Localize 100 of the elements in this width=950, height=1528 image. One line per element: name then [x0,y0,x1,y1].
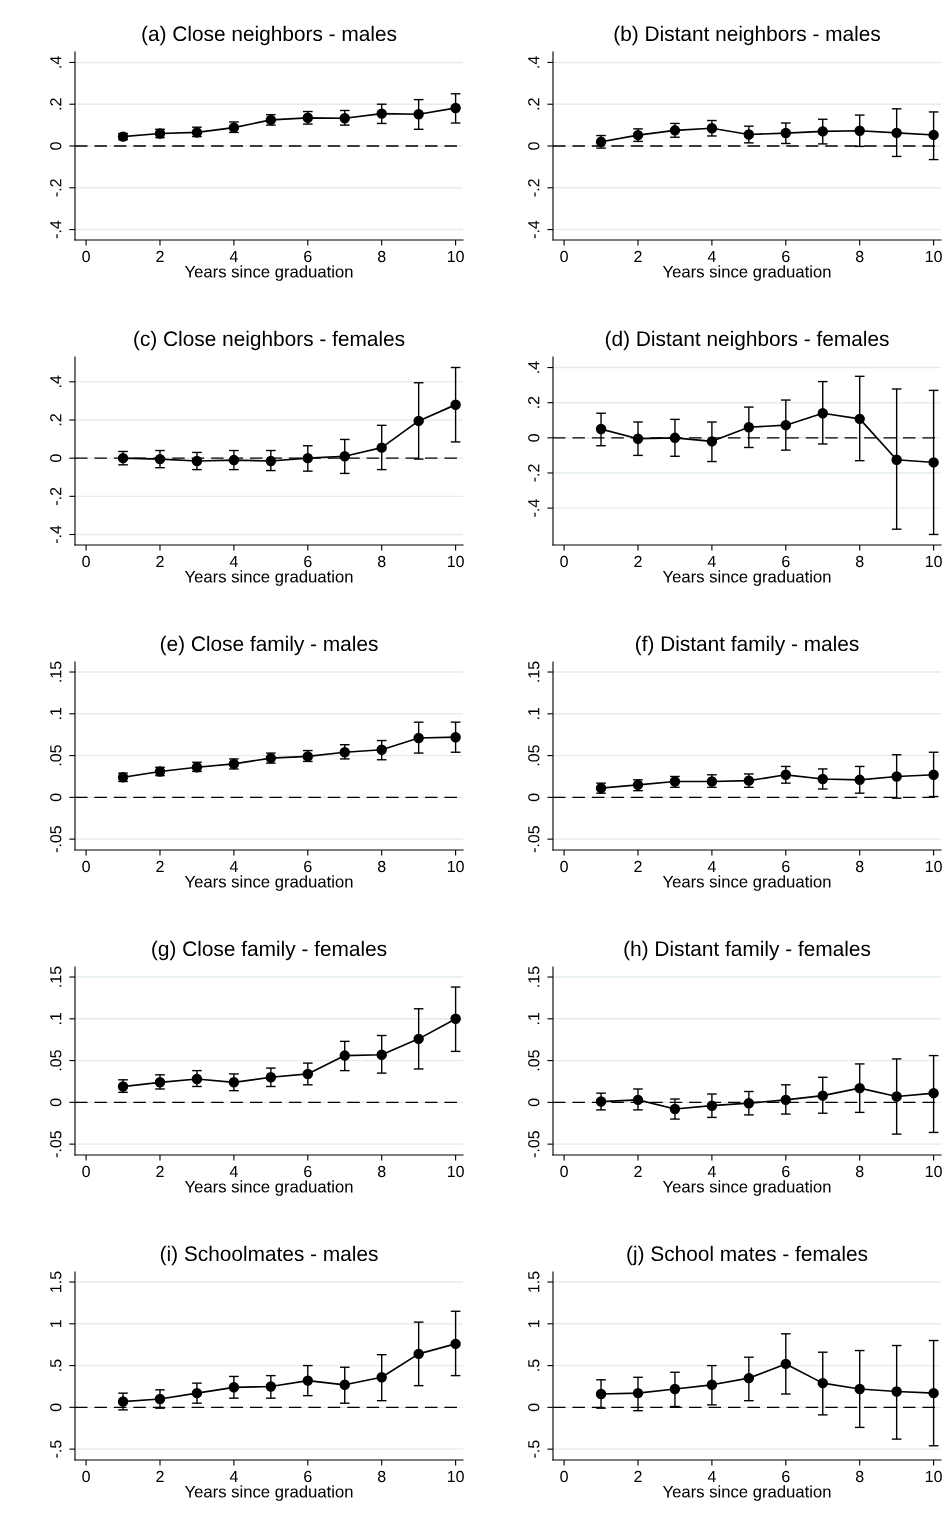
x-tick-label: 4 [229,251,238,262]
y-tick-label: 0 [50,1098,62,1107]
point [450,731,461,743]
y-tick-label: -.5 [528,1440,540,1458]
point [743,422,755,433]
x-tick-label: 8 [855,555,864,568]
point [302,1068,314,1080]
x-tick-label: 6 [782,1165,790,1178]
y-tick-label: .1 [50,1012,62,1025]
point [413,1348,424,1360]
x-tick-label: 8 [377,1470,386,1483]
chart-title: (f) Distant family - males [636,635,859,656]
y-tick-label: -.5 [50,1440,62,1458]
y-tick-label: 1 [50,1320,62,1328]
y-tick-label: .4 [50,56,62,68]
y-tick-label: -.05 [50,1131,62,1158]
point [595,1388,607,1400]
y-tick-label: .15 [528,966,540,987]
x-tick-label: 10 [925,250,942,263]
y-tick-label: 0 [528,1403,540,1412]
point [117,1396,129,1407]
point [669,1103,681,1115]
x-tick-label: 0 [82,1470,90,1483]
x-tick-label: 6 [304,1470,312,1483]
x-tick-label: 10 [447,860,464,873]
point [743,1372,755,1384]
x-tick-label: 6 [304,555,312,568]
x-tick-label: 0 [560,1470,568,1483]
x-tick-label: 8 [377,860,386,873]
y-tick-label: 1.5 [50,1271,62,1292]
point [413,109,424,120]
point [450,399,461,410]
y-tick-label: .2 [50,98,62,110]
point [450,1338,461,1350]
point [450,1013,461,1025]
point [706,1100,718,1111]
y-tick-label: -.05 [528,826,540,853]
point [265,455,277,467]
point [632,1387,644,1399]
x-axis-title: Years since graduation [184,1180,353,1196]
point [891,1386,902,1397]
point [854,1383,865,1395]
x-tick-label: 4 [229,861,238,872]
x-tick-label: 4 [707,861,716,872]
chart-title: (b) Distant neighbors - males [614,25,880,46]
point [265,1072,277,1083]
point [228,1382,240,1393]
y-tick-label: .1 [528,1012,540,1025]
y-tick-label: 1 [528,1320,540,1328]
point [854,1082,865,1094]
x-tick-label: 6 [304,250,312,263]
point [780,769,792,781]
x-tick-label: 4 [707,251,716,262]
point [339,113,350,124]
y-tick-label: .1 [50,707,62,720]
point [154,453,166,465]
x-tick-label: 0 [560,555,568,568]
x-tick-label: 8 [855,1165,864,1178]
point [780,419,792,431]
x-tick-label: 2 [156,1470,164,1482]
point [706,1379,718,1391]
x-tick-label: 2 [634,250,642,262]
chart-title: (d) Distant neighbors - females [605,330,889,351]
point [413,1033,424,1045]
y-tick-label: .15 [50,661,62,682]
point [891,454,902,465]
y-tick-label: -.2 [528,464,540,482]
point [817,126,828,137]
x-tick-label: 4 [229,556,238,567]
x-tick-label: 10 [925,860,942,873]
x-tick-label: 0 [82,860,90,873]
point [191,455,203,467]
point [928,457,939,468]
point [780,1094,792,1106]
y-tick-label: .05 [50,745,62,766]
x-tick-label: 6 [782,555,790,568]
x-tick-label: 10 [925,555,942,568]
y-tick-label: .15 [528,661,540,682]
x-tick-label: 10 [447,555,464,568]
y-tick-label: -.2 [50,487,62,505]
point [854,413,865,425]
y-tick-label: .4 [528,361,540,373]
x-tick-label: 8 [855,1470,864,1483]
x-axis-title: Years since graduation [662,1485,831,1501]
point [854,774,865,786]
y-tick-label: 0 [50,142,62,150]
point [706,436,718,447]
x-tick-label: 6 [304,860,312,873]
point [817,408,828,419]
y-tick-label: -.05 [528,1131,540,1158]
point [376,442,387,453]
x-tick-label: 10 [925,1165,942,1178]
x-tick-label: 2 [156,555,164,567]
x-tick-label: 6 [782,250,790,263]
point [743,129,755,140]
y-tick-label: .4 [50,375,62,388]
y-tick-label: .15 [50,966,62,987]
x-tick-label: 2 [634,1470,642,1482]
x-tick-label: 4 [229,1471,238,1482]
point [376,108,387,119]
